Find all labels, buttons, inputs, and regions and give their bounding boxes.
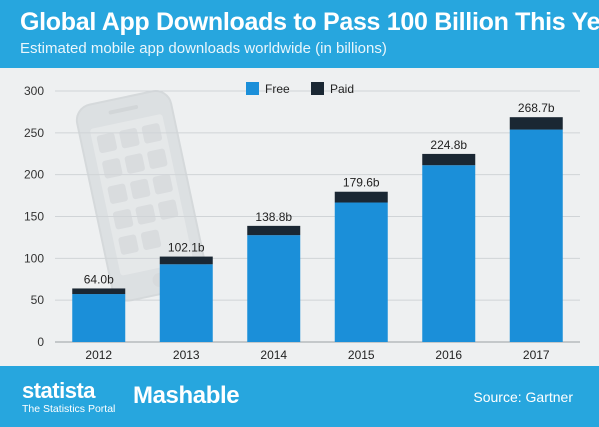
- bars: [72, 117, 563, 342]
- bar-paid: [159, 256, 213, 265]
- mashable-logo[interactable]: Mashable: [133, 382, 240, 409]
- chart-footer: statista The Statistics Portal Mashable …: [0, 366, 599, 427]
- y-tick-label: 0: [37, 335, 44, 349]
- statista-logo[interactable]: statista The Statistics Portal: [22, 380, 115, 416]
- chart-title: Global App Downloads to Pass 100 Billion…: [20, 8, 599, 36]
- legend-swatch-paid: [311, 82, 324, 95]
- x-tick-label: 2016: [435, 348, 462, 362]
- bar-paid: [247, 225, 301, 236]
- y-tick-label: 100: [24, 251, 44, 265]
- y-tick-label: 300: [24, 84, 44, 98]
- data-label: 224.8b: [430, 138, 467, 152]
- data-labels: 64.0b 102.1b 138.8b 179.6b 224.8b 268.7b: [84, 101, 555, 286]
- bar-free: [159, 264, 213, 342]
- bar-free: [247, 235, 301, 342]
- bar-paid: [72, 288, 126, 295]
- y-tick-label: 200: [24, 168, 44, 182]
- data-label: 138.8b: [255, 210, 292, 224]
- phone-illustration: [75, 90, 208, 302]
- bar-free: [72, 294, 126, 342]
- x-tick-label: 2014: [260, 348, 287, 362]
- statista-tagline: The Statistics Portal: [22, 403, 116, 415]
- chart-area: 0 50 100 150 200 250 300 64.0b 102.1b 138.8b 179.…: [0, 68, 599, 366]
- data-label: 102.1b: [168, 241, 205, 255]
- x-axis-ticks: 2012 2013 2014 2015 2016 2017: [85, 348, 550, 362]
- legend-label: Paid: [330, 82, 354, 96]
- bar-paid: [509, 117, 563, 130]
- chart-subtitle: Estimated mobile app downloads worldwide…: [20, 40, 387, 57]
- x-tick-label: 2017: [523, 348, 550, 362]
- x-tick-label: 2015: [348, 348, 375, 362]
- bar-paid: [422, 153, 476, 166]
- bar-paid: [334, 191, 388, 203]
- statista-wordmark: statista: [22, 378, 96, 403]
- data-label: 268.7b: [518, 101, 555, 115]
- y-axis-ticks: 0 50 100 150 200 250 300: [24, 84, 44, 349]
- bar-free: [509, 129, 563, 342]
- source-text: Source: Gartner: [473, 389, 573, 405]
- bar-free: [334, 202, 388, 342]
- x-tick-label: 2013: [173, 348, 200, 362]
- bar-free: [422, 165, 476, 342]
- x-tick-label: 2012: [85, 348, 112, 362]
- legend-label: Free: [265, 82, 290, 96]
- legend-swatch-free: [246, 82, 259, 95]
- y-tick-label: 50: [31, 293, 45, 307]
- legend: Free Paid: [246, 82, 354, 96]
- y-tick-label: 250: [24, 126, 44, 140]
- y-tick-label: 150: [24, 210, 44, 224]
- data-label: 64.0b: [84, 272, 114, 286]
- bar-chart: 0 50 100 150 200 250 300 64.0b 102.1b 138.8b 179.…: [24, 82, 580, 362]
- chart-header: Global App Downloads to Pass 100 Billion…: [0, 0, 599, 68]
- data-label: 179.6b: [343, 176, 380, 190]
